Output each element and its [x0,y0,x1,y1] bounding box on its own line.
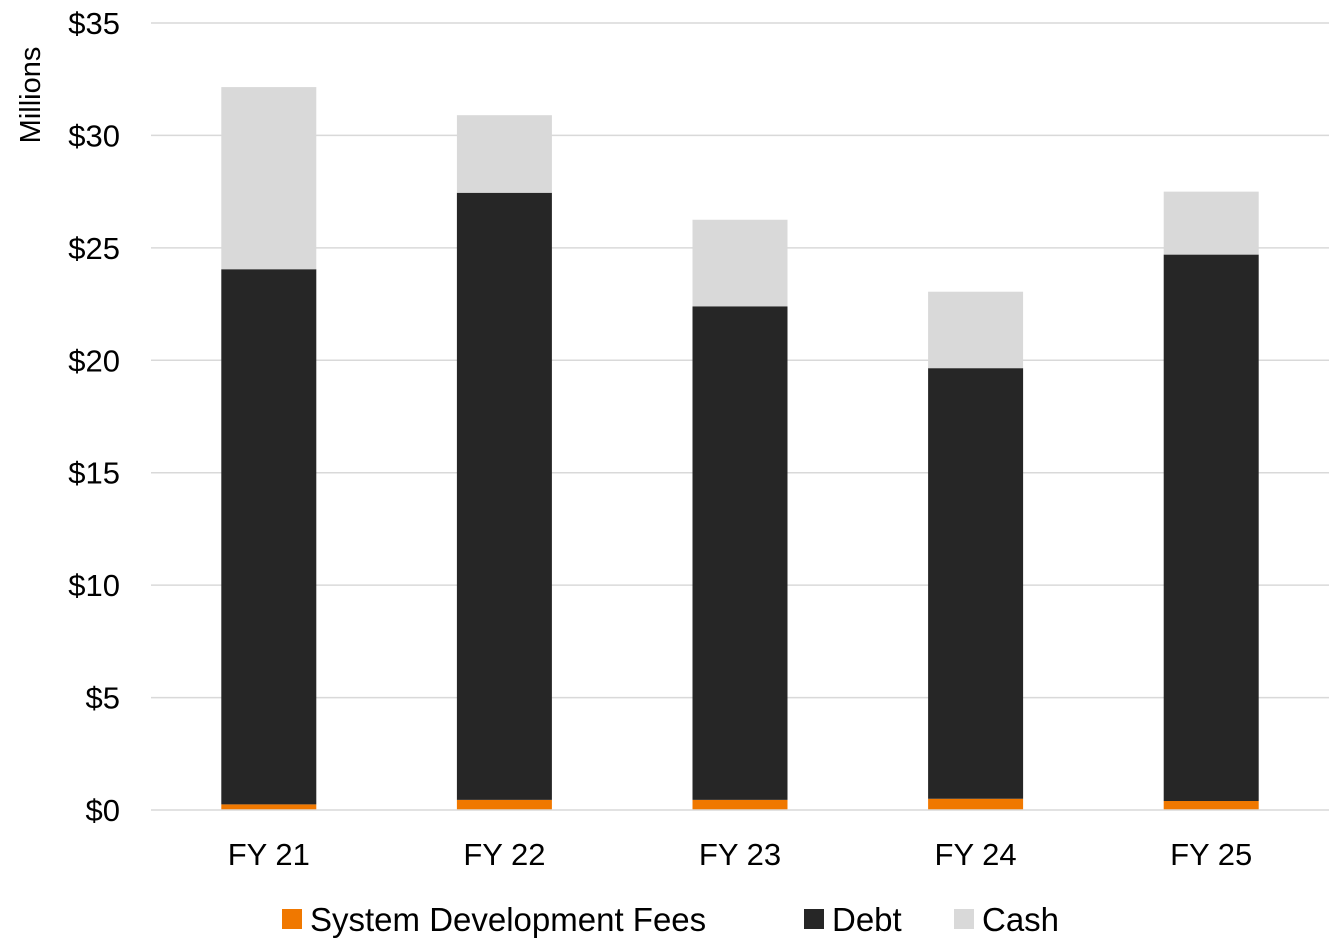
legend-swatch [804,909,824,929]
bar-segment [221,804,317,810]
x-category-label: FY 25 [1170,837,1252,872]
legend-label: System Development Fees [310,901,706,938]
x-category-label: FY 23 [699,837,781,872]
y-tick-label: $5 [86,681,120,716]
bar-segment [1163,191,1259,255]
bar-segment [692,306,788,800]
legend: System Development Fees Debt Cash [282,901,1059,938]
bar-segment [692,219,788,307]
y-tick-label: $15 [68,456,120,491]
y-tick-label: $10 [68,568,120,603]
legend-swatch [954,909,974,929]
y-axis-tick-labels: $0 $5 $10 $15 $20 $25 $30 $35 [68,6,120,828]
legend-label: Cash [982,901,1059,938]
bar-segment [928,368,1024,799]
bar-segment [221,269,317,805]
y-tick-label: $30 [68,118,120,153]
bar-segment [456,799,552,810]
x-category-label: FY 21 [228,837,310,872]
y-tick-label: $35 [68,6,120,41]
x-category-label: FY 22 [463,837,545,872]
bar-segment [1163,801,1259,810]
y-tick-label: $25 [68,231,120,266]
bar-segment [456,192,552,800]
legend-swatch [282,909,302,929]
y-axis-unit-label: Millions [15,47,47,144]
bars [221,87,1259,810]
bar-segment [221,87,317,270]
bar-segment [928,291,1024,369]
x-axis-category-labels: FY 21 FY 22 FY 23 FY 24 FY 25 [228,837,1253,872]
bar-segment [692,799,788,810]
x-category-label: FY 24 [935,837,1017,872]
bar-segment [1163,254,1259,802]
bar-segment [928,798,1024,810]
legend-label: Debt [832,901,902,938]
bar-segment [456,115,552,193]
y-tick-label: $20 [68,343,120,378]
y-tick-label: $0 [86,793,120,828]
